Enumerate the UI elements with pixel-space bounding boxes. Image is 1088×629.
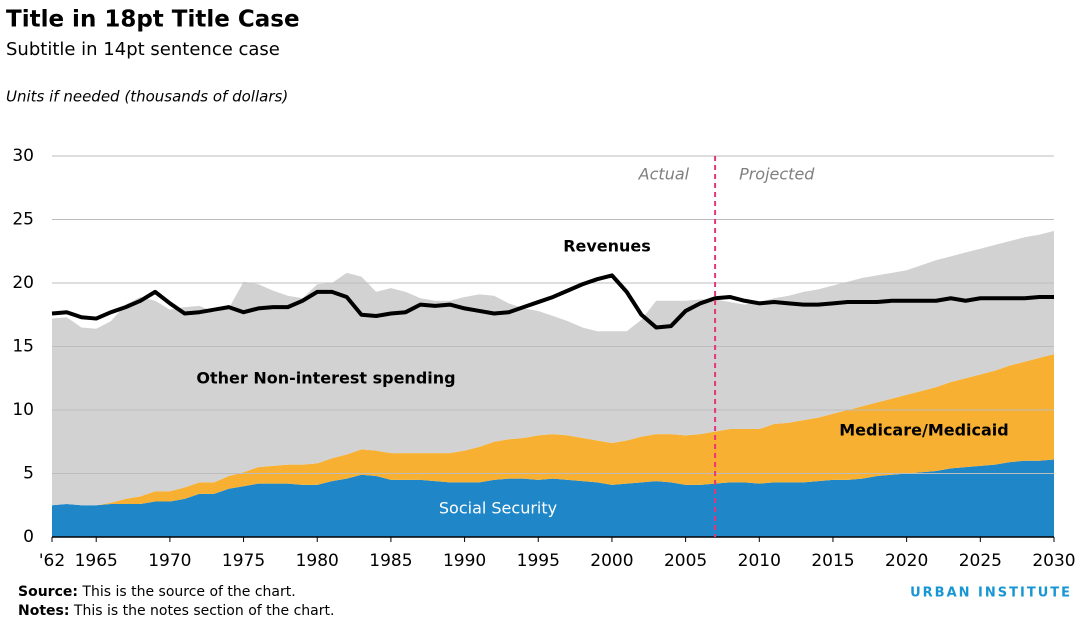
y-tick-label: 15	[12, 337, 34, 357]
x-tick-label: 1995	[517, 551, 560, 571]
source-label: Source:	[18, 584, 78, 600]
chart-subtitle: Subtitle in 14pt sentence case	[6, 39, 280, 60]
series-label: Revenues	[563, 237, 651, 256]
chart-title: Title in 18pt Title Case	[6, 7, 300, 33]
y-tick-label: 5	[23, 464, 34, 484]
notes-text: This is the notes section of the chart.	[73, 603, 335, 619]
x-tick-label: 2025	[959, 551, 1002, 571]
line	[51, 273, 1054, 330]
x-tick-label: 1980	[296, 551, 339, 571]
x-tick-label: 2030	[1032, 551, 1075, 571]
y-tick-label: 20	[12, 273, 34, 293]
brand: URBAN INSTITUTE	[910, 586, 1072, 601]
area	[52, 459, 1054, 537]
series-label: Other Non-interest spending	[196, 369, 455, 388]
area	[52, 354, 1054, 506]
x-tick-label: 2020	[885, 551, 928, 571]
x-tick-label: 1990	[443, 551, 486, 571]
y-tick-label: 10	[12, 400, 34, 420]
x-tick-label: 1985	[369, 551, 412, 571]
series-label: Social Security	[439, 499, 557, 518]
x-tick-label: 2005	[664, 551, 707, 571]
series-label: Medicare/Medicaid	[839, 421, 1009, 440]
x-tick-label: 2000	[590, 551, 633, 571]
annotation: Projected	[739, 165, 815, 184]
x-tick-label: 1970	[148, 551, 191, 571]
y-tick-label: 0	[23, 527, 34, 547]
x-tick-label: 1975	[222, 551, 265, 571]
notes-label: Notes:	[18, 603, 69, 619]
source-text: This is the source of the chart.	[81, 584, 295, 600]
source: Source: This is the source of the chart.	[18, 584, 296, 600]
units-label: Units if needed (thousands of dollars)	[6, 88, 288, 106]
x-tick-label: 1965	[75, 551, 118, 571]
annotation: Actual	[638, 165, 690, 184]
notes: Notes: This is the notes section of the …	[18, 603, 334, 619]
y-tick-label: 30	[12, 146, 34, 166]
x-tick-label: 2015	[811, 551, 854, 571]
y-tick-label: 25	[12, 210, 34, 230]
x-tick-label: 2010	[738, 551, 781, 571]
x-tick-label: '62	[39, 551, 65, 571]
